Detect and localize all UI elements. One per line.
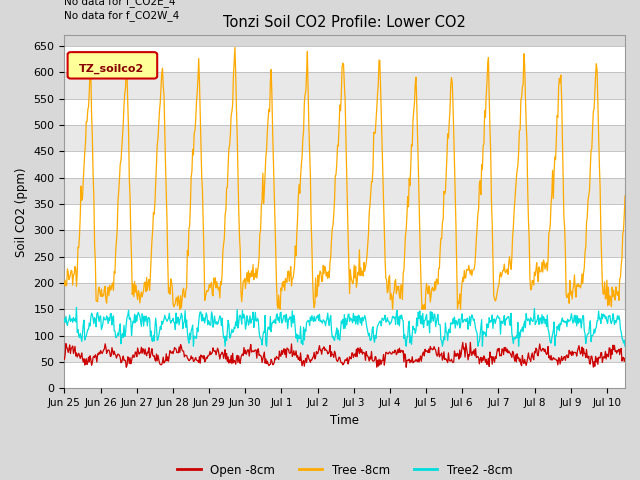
- Bar: [65, 204, 625, 230]
- Text: No data for f_CO2E_4: No data for f_CO2E_4: [65, 0, 176, 7]
- Bar: [65, 230, 625, 257]
- Bar: [65, 72, 625, 98]
- Text: No data for f_CO2W_4: No data for f_CO2W_4: [65, 11, 180, 22]
- Bar: [65, 257, 625, 283]
- X-axis label: Time: Time: [330, 414, 359, 427]
- Bar: [65, 98, 625, 125]
- Legend: Open -8cm, Tree -8cm, Tree2 -8cm: Open -8cm, Tree -8cm, Tree2 -8cm: [172, 459, 517, 480]
- Bar: [65, 336, 625, 362]
- Bar: [65, 178, 625, 204]
- Bar: [65, 151, 625, 178]
- Bar: [65, 283, 625, 309]
- Y-axis label: Soil CO2 (ppm): Soil CO2 (ppm): [15, 167, 28, 257]
- Title: Tonzi Soil CO2 Profile: Lower CO2: Tonzi Soil CO2 Profile: Lower CO2: [223, 15, 466, 30]
- Bar: [65, 309, 625, 336]
- Bar: [65, 362, 625, 388]
- Bar: [65, 46, 625, 72]
- Text: TZ_soilco2: TZ_soilco2: [79, 63, 144, 73]
- Bar: [65, 125, 625, 151]
